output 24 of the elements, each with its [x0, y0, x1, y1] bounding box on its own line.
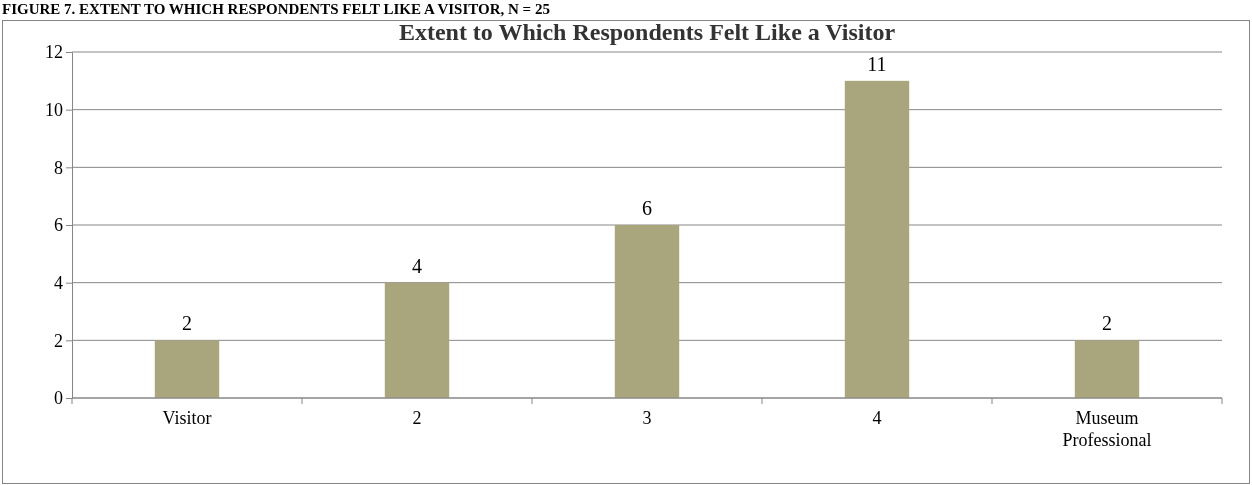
y-tick-label: 4	[54, 272, 63, 293]
x-tick-label: 3	[642, 408, 652, 428]
y-tick-label: 0	[54, 388, 63, 409]
data-label: 2	[182, 312, 192, 335]
caption: FIGURE 7. EXTENT TO WHICH RESPONDENTS FELT LIKE A VISITOR, N = 25	[2, 1, 550, 17]
y-tick-label: 10	[45, 99, 63, 120]
data-label: 2	[1102, 312, 1112, 335]
x-tick-label: 2	[412, 408, 422, 428]
data-label: 11	[867, 52, 887, 75]
chart-title: Extent to Which Respondents Felt Like a Visitor	[398, 19, 896, 45]
y-tick-label: 8	[54, 157, 63, 178]
y-tick-label: 6	[54, 215, 63, 236]
y-tick-label: 12	[45, 42, 63, 63]
bar	[384, 282, 450, 398]
data-label: 4	[412, 254, 422, 277]
bar	[154, 340, 220, 398]
y-tick-label: 2	[54, 330, 63, 351]
bar	[614, 225, 680, 398]
x-tick-label: Museum Professional	[1062, 408, 1152, 450]
data-label: 6	[642, 197, 652, 219]
x-tick-label: Visitor	[162, 408, 212, 428]
bar	[1074, 340, 1140, 398]
bar	[844, 80, 910, 398]
x-tick-label: 4	[872, 408, 882, 428]
